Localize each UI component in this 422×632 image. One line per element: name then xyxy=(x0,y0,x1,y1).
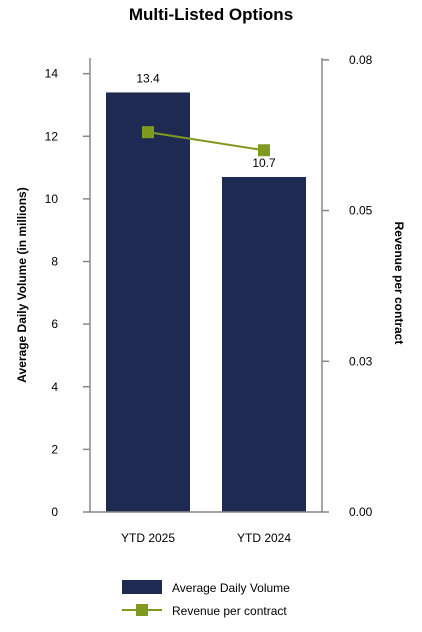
right-tick-label: 0.05 xyxy=(349,204,373,218)
right-tick-label: 0.03 xyxy=(349,354,373,368)
left-tick-label: 0 xyxy=(51,505,58,519)
legend-swatch-volume xyxy=(122,580,162,594)
legend-label-volume: Average Daily Volume xyxy=(172,581,290,595)
left-tick-label: 4 xyxy=(51,380,58,394)
right-axis-title: Revenue per contract xyxy=(392,222,406,345)
right-axis-ticks: 0.00 0.03 0.05 0.08 xyxy=(322,53,373,519)
revenue-point-2 xyxy=(258,144,270,157)
left-tick-label: 2 xyxy=(51,442,58,456)
bar-data-label: 10.7 xyxy=(252,156,276,170)
legend: Average Daily Volume Revenue per contrac… xyxy=(122,580,290,618)
right-tick-label: 0.00 xyxy=(349,505,373,519)
legend-item-volume: Average Daily Volume xyxy=(122,580,290,595)
legend-marker-revenue xyxy=(136,604,148,616)
left-axis-ticks: 0 2 4 6 8 10 12 14 xyxy=(45,67,90,519)
bar-2 xyxy=(222,176,306,512)
left-tick-label: 12 xyxy=(45,129,59,143)
x-axis-ticks: YTD 2025 YTD 2024 xyxy=(121,531,291,545)
left-tick-label: 14 xyxy=(45,67,59,81)
left-tick-label: 8 xyxy=(51,255,58,269)
bar-data-label: 13.4 xyxy=(136,71,160,85)
plot-area: 13.4 10.7 xyxy=(106,71,306,512)
x-tick-label: YTD 2024 xyxy=(237,531,291,545)
bar-1 xyxy=(106,92,190,512)
right-tick-label: 0.08 xyxy=(349,53,373,67)
left-tick-label: 10 xyxy=(45,192,59,206)
legend-item-revenue: Revenue per contract xyxy=(122,604,287,618)
left-axis-title: Average Daily Volume (in millions) xyxy=(15,187,29,382)
revenue-line xyxy=(147,131,265,152)
revenue-point-1 xyxy=(142,126,154,139)
x-tick-label: YTD 2025 xyxy=(121,531,175,545)
left-tick-label: 6 xyxy=(51,317,58,331)
legend-label-revenue: Revenue per contract xyxy=(172,604,287,618)
chart-title: Multi-Listed Options xyxy=(129,5,293,24)
